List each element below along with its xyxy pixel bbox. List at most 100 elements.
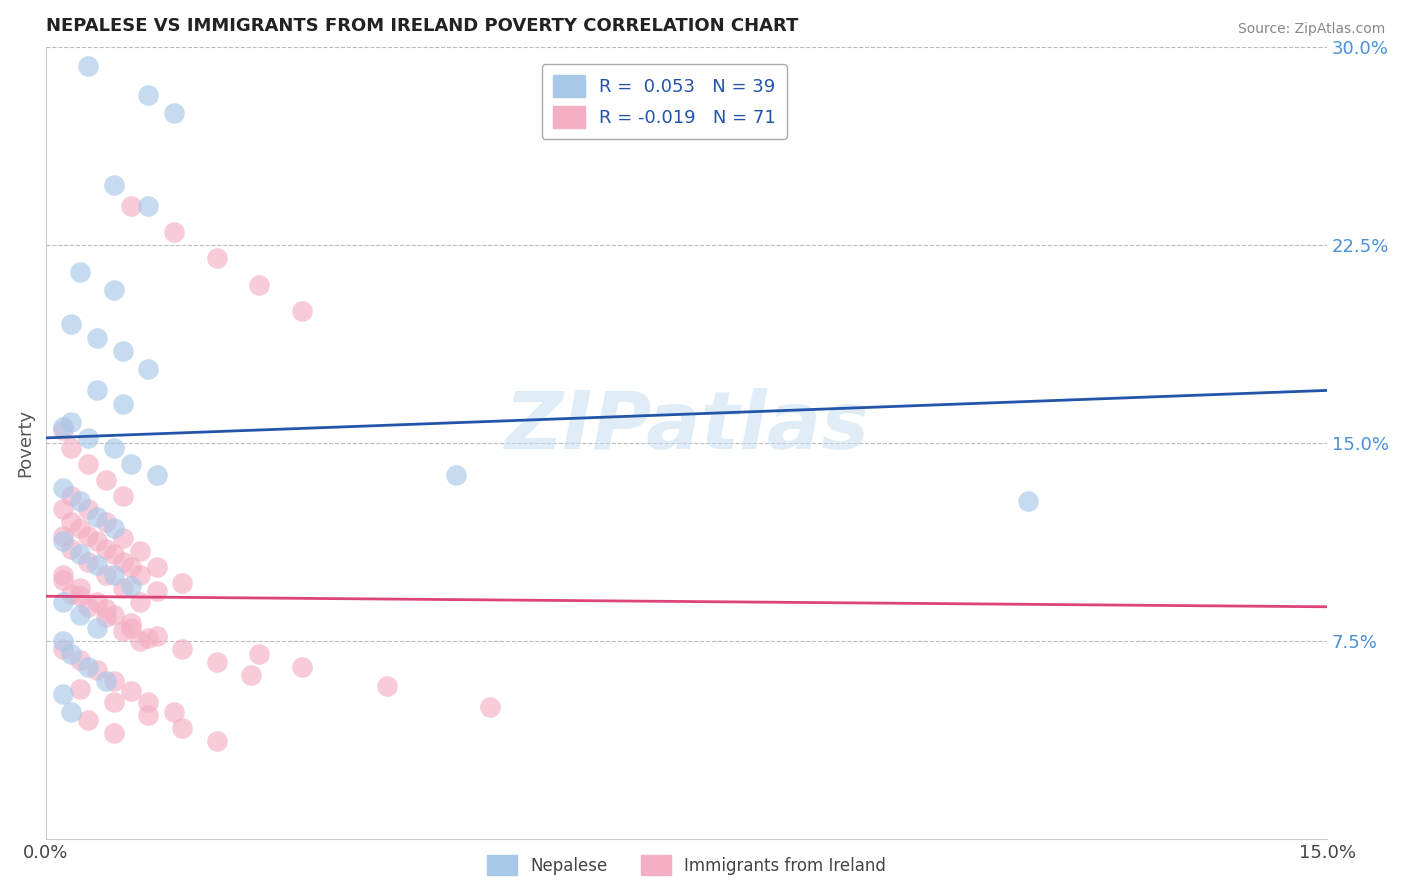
Point [77,555,100,569]
Point [120,621,142,635]
Point [247,648,270,662]
Point [52,481,75,495]
Point [120,684,142,698]
Text: Source: ZipAtlas.com: Source: ZipAtlas.com [1237,22,1385,37]
Point [1017,494,1039,508]
Point [94,568,117,582]
Point [86,330,108,344]
Point [136,87,159,102]
Point [60,586,83,600]
Point [205,655,228,669]
Legend: Nepalese, Immigrants from Ireland: Nepalese, Immigrants from Ireland [481,848,893,882]
Point [163,106,186,120]
Point [120,579,142,593]
Point [111,343,134,358]
Point [128,594,150,608]
Point [69,681,91,696]
Point [103,726,125,740]
Point [163,706,186,720]
Point [52,594,75,608]
Point [94,673,117,688]
Point [146,560,169,574]
Point [52,528,75,542]
Point [69,547,91,561]
Point [77,528,100,542]
Point [103,283,125,297]
Point [205,734,228,748]
Point [172,576,194,591]
Point [60,648,83,662]
Point [86,384,108,398]
Point [52,568,75,582]
Point [86,663,108,677]
Point [103,568,125,582]
Point [120,560,142,574]
Point [136,695,159,709]
Point [136,362,159,376]
Point [172,721,194,735]
Point [94,473,117,487]
Point [111,555,134,569]
Point [94,602,117,616]
Point [111,489,134,503]
Point [60,415,83,429]
Point [111,582,134,596]
Point [60,489,83,503]
Point [128,634,150,648]
Point [239,668,262,682]
Point [52,502,75,516]
Text: ZIPatlas: ZIPatlas [503,388,869,467]
Point [120,615,142,630]
Point [94,541,117,556]
Point [69,494,91,508]
Point [291,304,314,318]
Point [103,695,125,709]
Point [111,531,134,545]
Point [77,502,100,516]
Point [103,178,125,192]
Point [136,199,159,213]
Point [52,420,75,434]
Point [69,589,91,603]
Point [77,599,100,614]
Point [146,584,169,599]
Point [52,423,75,437]
Point [60,541,83,556]
Point [52,642,75,657]
Point [60,516,83,530]
Point [128,568,150,582]
Point [478,700,501,714]
Point [77,431,100,445]
Point [136,708,159,723]
Point [86,510,108,524]
Point [77,458,100,472]
Point [86,533,108,548]
Point [52,634,75,648]
Point [77,59,100,73]
Point [69,652,91,666]
Point [146,629,169,643]
Point [103,442,125,456]
Point [69,582,91,596]
Text: NEPALESE VS IMMIGRANTS FROM IRELAND POVERTY CORRELATION CHART: NEPALESE VS IMMIGRANTS FROM IRELAND POVE… [46,17,799,35]
Point [103,673,125,688]
Point [69,607,91,622]
Point [77,660,100,674]
Point [120,199,142,213]
Point [77,713,100,727]
Point [163,225,186,239]
Point [172,642,194,657]
Point [291,660,314,674]
Point [103,521,125,535]
Point [136,632,159,646]
Point [120,458,142,472]
Point [52,687,75,701]
Point [86,558,108,572]
Point [247,277,270,292]
Point [444,467,467,482]
Point [205,252,228,266]
Point [94,516,117,530]
Point [86,594,108,608]
Point [69,265,91,279]
Point [86,621,108,635]
